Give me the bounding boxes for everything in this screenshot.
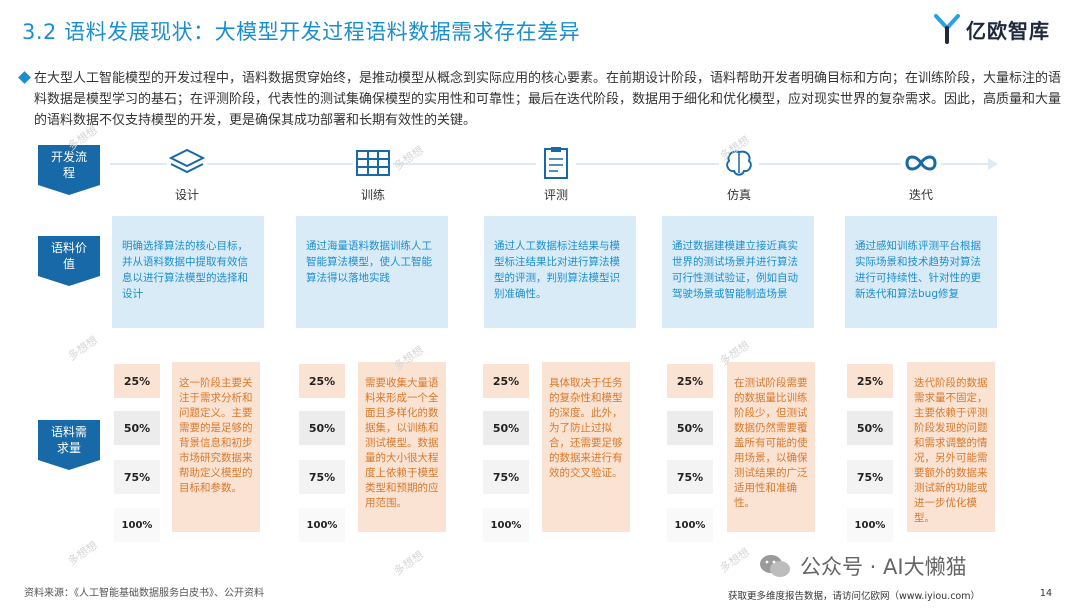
wechat-badge: 公众号 · AI大懒猫 [758, 551, 967, 581]
percent-50: 50% [483, 411, 529, 445]
value-box-train: 通过海量语料数据训练人工智能算法模型，使人工智能算法得以落地实践 [296, 216, 448, 328]
percent-100: 100% [299, 508, 345, 542]
more-info-note: 获取更多维度报告数据，请访问亿欧网（www.iyiou.com） [727, 591, 980, 602]
percent-100: 100% [667, 508, 713, 542]
stage-eval: 评测 [491, 146, 621, 203]
demand-box-sim: 在测试阶段需要的数据量比训练阶段少，但测试数据仍然需要覆盖所有可能的使用场景，以… [727, 362, 815, 532]
diamond-bullet-icon [18, 71, 31, 84]
page-number: 14 [1039, 588, 1052, 599]
row-label-value: 语料价值 [38, 236, 100, 286]
row-label-flow: 开发流程 [38, 145, 100, 195]
percent-50: 50% [299, 411, 345, 445]
percent-50: 50% [847, 411, 893, 445]
logo-icon [934, 14, 960, 44]
percent-100: 100% [847, 508, 893, 542]
percent-75: 75% [114, 460, 160, 494]
stage-iterate: 迭代 [856, 146, 986, 203]
watermark: 多想想 [717, 545, 753, 576]
percent-50: 50% [114, 411, 160, 445]
wechat-account: 公众号 · AI大懒猫 [800, 555, 967, 579]
demand-box-train: 需要收集大量语料来形成一个全面且多样化的数据集，以训练和测试模型。数据量的大小很… [358, 362, 446, 532]
percent-50: 50% [667, 411, 713, 445]
percent-100: 100% [114, 508, 160, 542]
brain-icon [719, 146, 759, 180]
demand-box-design: 这一阶段主要关注于需求分析和问题定义。主要需要的是足够的背景信息和初步市场研究数… [172, 362, 260, 532]
stage-name: 设计 [174, 188, 199, 202]
stage-name: 训练 [360, 188, 385, 202]
source-note: 资料来源：《人工智能基础数据服务白皮书》、公开资料 [24, 588, 264, 599]
logo: 亿欧智库 [934, 14, 1050, 44]
percent-75: 75% [483, 460, 529, 494]
watermark: 多想想 [65, 333, 101, 364]
stage-name: 仿真 [726, 188, 751, 202]
percent-25: 25% [667, 364, 713, 398]
clipboard-icon [536, 146, 576, 180]
watermark: 多想想 [391, 548, 427, 579]
percent-75: 75% [667, 460, 713, 494]
page-title: 3.2 语料发展现状：大模型开发过程语料数据需求存在差异 [22, 20, 581, 44]
percent-25: 25% [114, 364, 160, 398]
watermark: 多想想 [65, 538, 101, 569]
value-box-design: 明确选择算法的核心目标，并从语料数据中提取有效信息以进行算法模型的选择和设计 [112, 216, 264, 328]
layers-icon [167, 146, 207, 180]
percent-75: 75% [299, 460, 345, 494]
percent-75: 75% [847, 460, 893, 494]
demand-box-eval: 具体取决于任务的复杂性和模型的深度。此外，为了防止过拟合，还需要足够的数据来进行… [542, 362, 630, 532]
intro-paragraph: 在大型人工智能模型的开发过程中，语料数据贯穿始终，是推动模型从概念到实际应用的核… [34, 71, 1062, 128]
stage-name: 评测 [543, 188, 568, 202]
wechat-icon [760, 555, 790, 577]
percent-25: 25% [299, 364, 345, 398]
percent-25: 25% [483, 364, 529, 398]
stage-design: 设计 [122, 146, 252, 203]
percent-100: 100% [483, 508, 529, 542]
row-label-value-text: 语料价值 [51, 241, 88, 271]
stage-train: 训练 [308, 146, 438, 203]
row-label-demand-text: 语料需求量 [51, 425, 88, 455]
percent-25: 25% [847, 364, 893, 398]
stage-name: 迭代 [908, 188, 933, 202]
logo-text: 亿欧智库 [966, 18, 1050, 43]
row-label-flow-text: 开发流程 [51, 150, 88, 180]
value-box-eval: 通过人工数据标注结果与模型标注结果比对进行算法模型的评测，判别算法模型识别准确性… [484, 216, 636, 328]
value-box-iterate: 通过感知训练评测平台根据实际场景和技术趋势对算法进行可持续性、针对性的更新迭代和… [845, 216, 997, 328]
row-label-demand: 语料需求量 [38, 420, 100, 470]
infinity-icon [901, 146, 941, 180]
stage-sim: 仿真 [674, 146, 804, 203]
demand-box-iterate: 迭代阶段的数据需求量不固定，主要依赖于评测阶段发现的问题和需求调整的情况，另外可… [907, 362, 995, 532]
grid-icon [353, 146, 393, 180]
value-box-sim: 通过数据建模建立接近真实世界的测试场景并进行算法可行性测试验证，例如自动驾驶场景… [662, 216, 814, 328]
